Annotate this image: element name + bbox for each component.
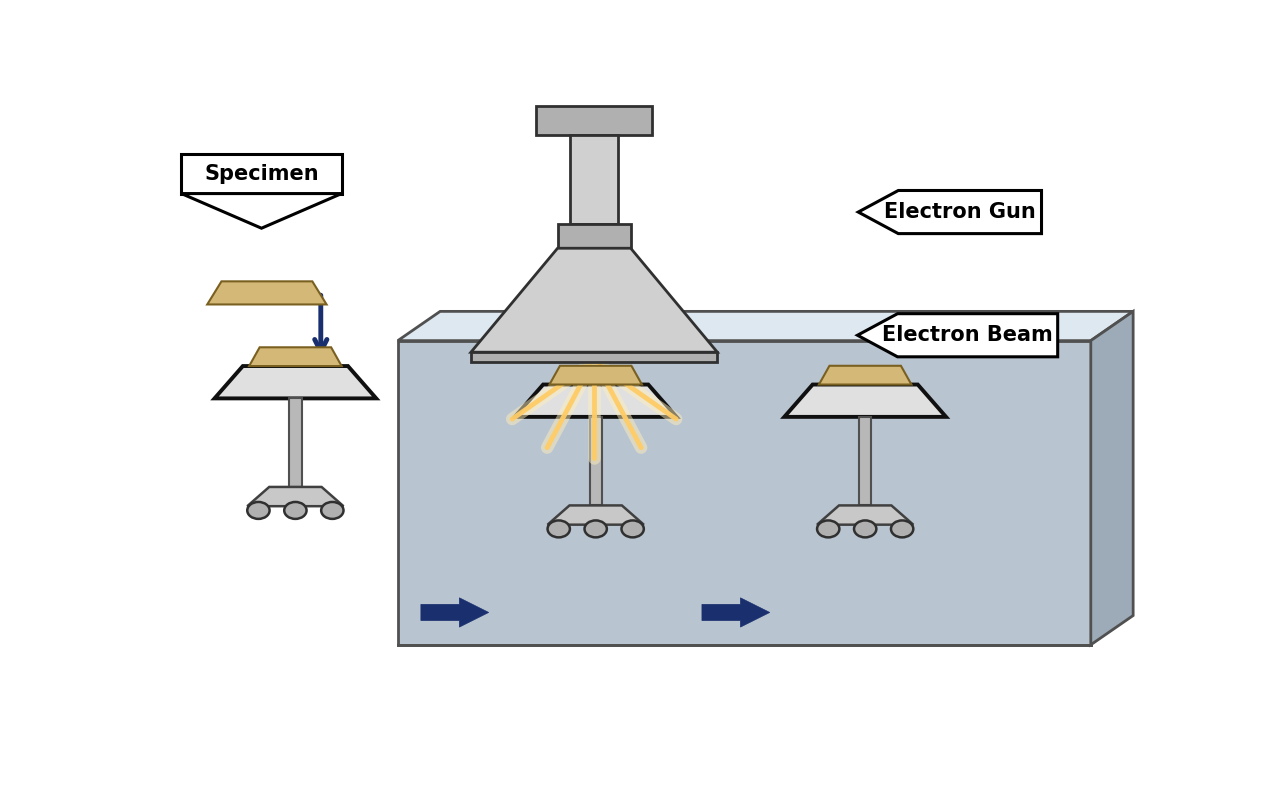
Polygon shape <box>472 248 717 352</box>
Bar <box>570 135 619 224</box>
Polygon shape <box>247 487 344 506</box>
Bar <box>557 224 631 248</box>
FancyBboxPatch shape <box>181 153 341 194</box>
Polygon shape <box>702 598 769 627</box>
Ellipse shape <box>247 502 270 519</box>
Polygon shape <box>819 366 911 384</box>
Polygon shape <box>859 191 1042 234</box>
Bar <box>537 105 652 135</box>
Polygon shape <box>550 366 642 384</box>
Bar <box>859 417 872 505</box>
Ellipse shape <box>584 521 607 538</box>
Ellipse shape <box>321 502 344 519</box>
Ellipse shape <box>284 502 307 519</box>
Polygon shape <box>785 384 946 417</box>
Text: Specimen: Specimen <box>204 164 318 183</box>
Ellipse shape <box>854 521 877 538</box>
Text: Electron Beam: Electron Beam <box>882 325 1053 345</box>
Bar <box>289 398 302 487</box>
Ellipse shape <box>891 521 914 538</box>
Polygon shape <box>215 366 376 398</box>
Polygon shape <box>515 384 676 417</box>
Polygon shape <box>397 311 1134 341</box>
Polygon shape <box>858 314 1058 357</box>
Polygon shape <box>817 505 914 525</box>
Text: Electron Gun: Electron Gun <box>884 202 1035 222</box>
Polygon shape <box>249 347 341 366</box>
Ellipse shape <box>621 521 644 538</box>
Polygon shape <box>397 591 1091 645</box>
Polygon shape <box>547 505 644 525</box>
Polygon shape <box>181 194 341 228</box>
Polygon shape <box>207 281 327 304</box>
Bar <box>472 352 717 363</box>
Bar <box>397 341 1091 645</box>
Polygon shape <box>420 598 488 627</box>
Ellipse shape <box>547 521 570 538</box>
Polygon shape <box>1091 311 1134 645</box>
Ellipse shape <box>817 521 840 538</box>
Bar <box>589 417 602 505</box>
